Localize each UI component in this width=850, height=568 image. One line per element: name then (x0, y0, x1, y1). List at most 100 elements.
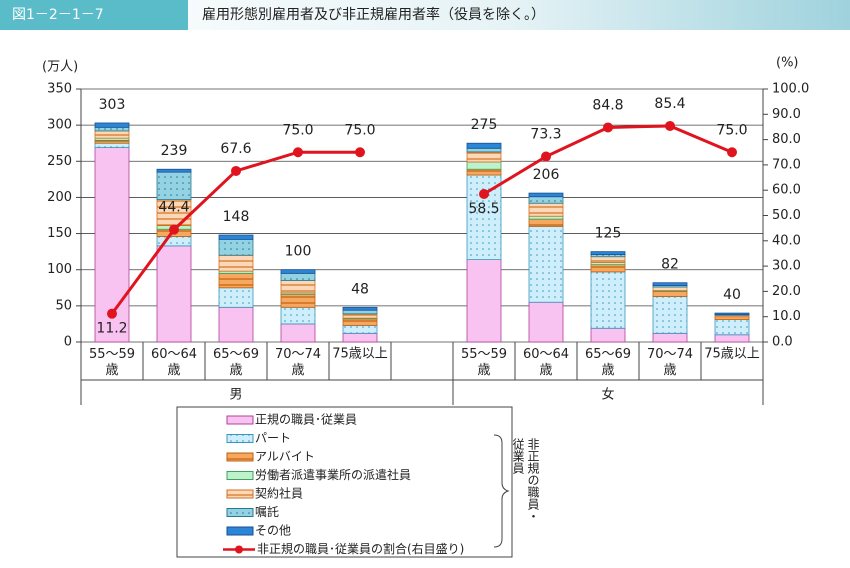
header-title: 雇用形態別雇用者及び非正規雇用者率（役員を除く。） (202, 6, 545, 23)
bar-segment (342, 332, 378, 343)
bar-segment (218, 234, 254, 240)
legend-swatch (226, 508, 254, 517)
total-label: 40 (723, 287, 741, 303)
header-badge (0, 0, 188, 30)
x-tick-label: 55～59 歳 (89, 347, 135, 378)
x-tick-label: 75歳以上 (704, 347, 760, 362)
x-tick-label: 60～64 歳 (151, 347, 197, 378)
bar-segment (714, 312, 750, 315)
x-tick-line: 歳 (291, 363, 304, 378)
bar-segment (218, 306, 254, 343)
y-tick-label: 0 (64, 335, 72, 350)
total-label: 239 (161, 143, 188, 159)
y2-tick-label: 100.0 (772, 82, 809, 97)
bar-segment (218, 287, 254, 308)
bar-segment (714, 334, 750, 343)
total-label: 206 (533, 167, 560, 183)
bar-segment (342, 306, 378, 311)
bar-segment (652, 296, 688, 334)
legend-note: 非正規の職員・ (526, 438, 540, 522)
bar-segment (466, 161, 502, 170)
legend-swatch (226, 526, 254, 536)
y-tick-label: 350 (47, 82, 72, 97)
y2-unit: (%) (776, 56, 799, 71)
bar-segment (590, 327, 626, 343)
total-label: 82 (661, 257, 679, 273)
x-tick-line: 歳 (229, 363, 242, 378)
bar-segment (156, 171, 192, 200)
x-tick-line: 65～69 (585, 347, 631, 362)
bar-segment (466, 151, 502, 163)
bar-segment (714, 316, 750, 320)
x-tick-line: 55～59 (461, 347, 507, 362)
total-label: 275 (471, 117, 498, 133)
ratio-label: 75.0 (282, 122, 313, 138)
ratio-point (727, 147, 737, 158)
bar-segment (590, 256, 626, 263)
y-tick-label: 200 (47, 190, 72, 205)
ratio-label: 44.4 (158, 200, 189, 216)
x-tick-label: 65～69 歳 (585, 347, 631, 378)
bar-segment (280, 293, 316, 308)
bar-segment (528, 218, 564, 227)
y2-tick-label: 40.0 (772, 233, 801, 248)
y2-tick-label: 10.0 (772, 309, 801, 324)
legend-label: その他 (255, 524, 291, 538)
bar-segment (466, 142, 502, 149)
x-tick-line: 歳 (663, 363, 676, 378)
legend-label: 正規の職員･従業員 (255, 412, 357, 427)
bar-segment (528, 301, 564, 343)
bar-segment (94, 122, 130, 128)
bar-segment (342, 309, 378, 315)
legend-swatch (226, 489, 254, 499)
bar-segment (280, 272, 316, 281)
bar-segment (466, 259, 502, 343)
x-tick-line: 歳 (477, 363, 490, 378)
y2-tick-label: 0.0 (772, 335, 793, 350)
x-tick-label: 70～74 歳 (275, 347, 321, 378)
total-label: 100 (285, 244, 312, 260)
y2-tick-label: 80.0 (772, 132, 801, 147)
bar-segment (590, 264, 626, 273)
bar-segment (94, 142, 130, 148)
ratio-line (483, 124, 733, 196)
group-label: 女 (601, 387, 614, 403)
bar-segment (156, 245, 192, 343)
ratio-point (603, 122, 613, 133)
bar-segment (590, 251, 626, 255)
bar-segment (590, 271, 626, 329)
bar-segment (156, 168, 192, 173)
y2-tick-label: 90.0 (772, 107, 801, 122)
legend-label: 嘱託 (255, 504, 279, 519)
bar-segment (528, 196, 564, 204)
bar-segment (342, 318, 378, 326)
x-tick-line: 70～74 (647, 347, 693, 362)
ratio-label: 73.3 (530, 127, 561, 143)
ratio-label: 84.8 (592, 97, 623, 113)
bar-segment (466, 168, 502, 176)
y-tick-label: 100 (47, 262, 72, 277)
y-tick-label: 300 (47, 118, 72, 133)
legend-marker (235, 545, 243, 554)
legend-label: パート (255, 431, 291, 445)
x-tick-line: 55～59 (89, 347, 135, 362)
legend-swatch (226, 471, 254, 480)
legend-label: 契約社員 (255, 486, 303, 501)
bar-segment (466, 147, 502, 153)
ratio-point (169, 224, 179, 235)
x-tick-line: 70～74 (275, 347, 321, 362)
bar-segment (342, 313, 378, 319)
x-tick-line: 60～64 (523, 347, 569, 362)
legend-label: 労働者派遣事業所の派遣社員 (255, 467, 411, 482)
x-tick-label: 70～74 歳 (647, 347, 693, 378)
bar-segment (652, 286, 688, 292)
bar-segment (342, 324, 378, 334)
legend-note: 従業員 (511, 438, 525, 474)
ratio-point (355, 147, 365, 158)
y2-tick-label: 70.0 (772, 157, 801, 172)
x-tick-label: 75歳以上 (332, 347, 388, 362)
bar-segment (528, 225, 564, 303)
ratio-label: 75.0 (344, 122, 375, 138)
total-label: 125 (595, 226, 622, 242)
